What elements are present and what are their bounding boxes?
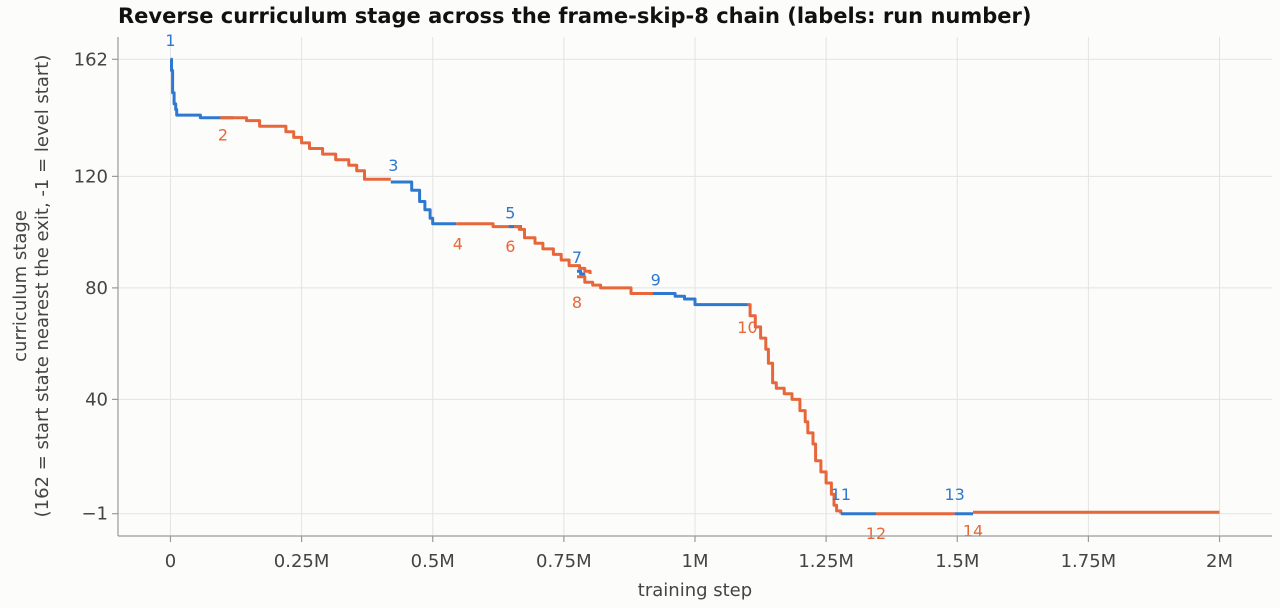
series-run-8-line: [577, 275, 653, 295]
run-label: 13: [944, 485, 964, 504]
series-run-7-line: [577, 269, 586, 277]
series-run-9-line: [653, 292, 748, 307]
y-tick-label: 162: [74, 49, 108, 70]
run-label: 11: [831, 485, 851, 504]
run-label: 7: [572, 248, 582, 267]
run-label: 8: [572, 293, 582, 312]
run-label: 5: [505, 204, 515, 223]
series-run-4-line: [456, 222, 514, 229]
series-lines: [170, 57, 1220, 516]
run-label: 10: [737, 318, 757, 337]
run-label: 14: [963, 521, 983, 540]
series-run-3-line: [390, 180, 457, 226]
y-tick-label: 120: [74, 166, 108, 187]
x-tick-label: 0: [165, 551, 176, 572]
grid: [118, 37, 1272, 536]
y-axis-label-line-2: (162 = start state nearest the exit, -1 …: [32, 55, 53, 518]
run-label: 12: [866, 524, 886, 543]
chart-title: Reverse curriculum stage across the fram…: [118, 4, 1031, 28]
run-label: 1: [165, 31, 175, 50]
x-tick-label: 0.75M: [536, 551, 592, 572]
x-tick-label: 0.5M: [411, 551, 455, 572]
run-label: 2: [218, 126, 228, 145]
x-tick-label: 2M: [1206, 551, 1233, 572]
x-tick-label: 1M: [682, 551, 709, 572]
series-run-10-line: [747, 303, 843, 514]
x-tick-label: 1.5M: [935, 551, 979, 572]
run-label: 3: [388, 156, 398, 175]
run-label: 6: [505, 237, 515, 256]
run-label: 9: [651, 271, 661, 290]
x-axis-label: training step: [638, 580, 752, 601]
x-tick-label: 1.75M: [1061, 551, 1117, 572]
y-axis-label-line-1: curriculum stage: [10, 210, 31, 362]
y-tick-label: −1: [81, 504, 108, 525]
series-run-2-line: [220, 116, 391, 181]
y-tick-label: 80: [85, 278, 108, 299]
y-tick-label: 40: [85, 389, 108, 410]
run-label: 4: [453, 234, 463, 253]
series-run-1-line: [170, 57, 234, 120]
series-run-6-line: [514, 225, 592, 274]
x-tick-label: 1.25M: [798, 551, 854, 572]
x-tick-label: 0.25M: [274, 551, 330, 572]
ticks: 0 0.25M 0.5M 0.75M 1M 1.25M 1.5M 1.75M 2M 162 120 8…: [74, 49, 1233, 572]
